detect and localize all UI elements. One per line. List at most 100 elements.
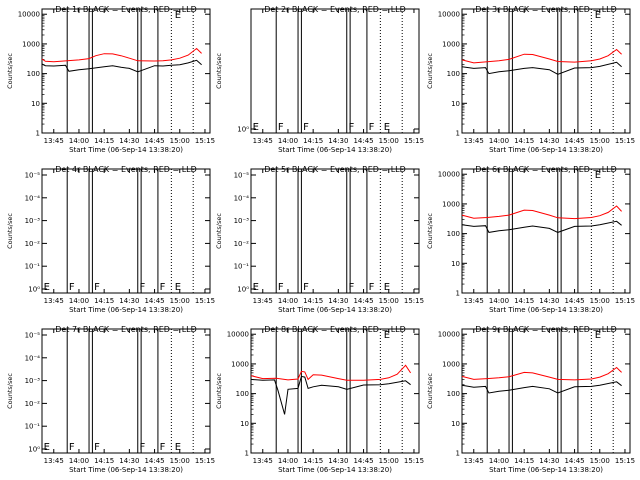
- y-tick-label: 10: [451, 420, 460, 428]
- flag-marker: E: [44, 282, 50, 293]
- x-tick-label: 15:15: [615, 137, 635, 145]
- x-tick-label: 15:15: [404, 457, 424, 465]
- flag-marker: F: [369, 282, 375, 293]
- flag-marker: F: [348, 282, 354, 293]
- y-axis-label: Counts/sec: [6, 373, 14, 409]
- detector-panel-7: Det 7r BLACK = Events, RED = LLD 13:45 14:…: [6, 325, 215, 474]
- panel-title: Det 1r BLACK = Events, RED = LLD: [55, 5, 197, 14]
- y-tick-label: 10⁻²: [25, 400, 41, 408]
- y-tick-label: 100: [447, 230, 460, 238]
- x-axis-label: Start Time (06-Sep-14 13:38:20): [489, 466, 603, 474]
- plot-frame: [41, 328, 211, 454]
- y-tick-label: 10⁻²: [25, 240, 41, 248]
- y-tick-label: 10⁰: [28, 286, 40, 294]
- lld-series-line: [461, 366, 622, 381]
- lld-series-line: [461, 205, 622, 220]
- flag-marker: E: [384, 330, 390, 341]
- x-tick-label: 13:45: [44, 457, 64, 465]
- y-tick-label: 1: [456, 130, 460, 138]
- x-tick-label: 15:00: [170, 137, 190, 145]
- x-tick-label: 15:15: [404, 297, 424, 305]
- detector-panel-4: Det 4r BLACK = Events, RED = LLD 13:45 14:…: [6, 165, 215, 314]
- flag-marker: F: [303, 122, 309, 133]
- y-axis-label: Counts/sec: [6, 53, 14, 89]
- y-axis-label: Counts/sec: [426, 373, 434, 409]
- x-tick-label: 15:00: [590, 297, 610, 305]
- x-tick-label: 13:45: [464, 457, 484, 465]
- y-tick-label: 1: [456, 290, 460, 298]
- x-tick-label: 14:00: [278, 457, 298, 465]
- flag-marker: E: [384, 122, 390, 133]
- x-tick-label: 13:45: [464, 137, 484, 145]
- plot-frame: [250, 168, 420, 294]
- x-tick-label: 14:00: [278, 137, 298, 145]
- plot-frame: [250, 8, 420, 134]
- x-tick-label: 14:30: [539, 297, 559, 305]
- y-tick-label: 10⁻⁵: [25, 332, 41, 340]
- x-tick-label: 15:15: [195, 457, 215, 465]
- x-tick-label: 14:30: [328, 137, 348, 145]
- flag-marker: F: [160, 442, 166, 453]
- flag-marker: E: [253, 122, 259, 133]
- x-tick-label: 14:45: [353, 297, 373, 305]
- y-tick-label: 1000: [442, 200, 460, 208]
- x-tick-label: 14:45: [353, 137, 373, 145]
- y-tick-label: 100: [447, 70, 460, 78]
- x-axis-label: Start Time (06-Sep-14 13:38:20): [69, 146, 183, 154]
- x-tick-label: 15:00: [379, 457, 399, 465]
- events-series-line: [461, 381, 622, 394]
- x-axis-label: Start Time (06-Sep-14 13:38:20): [278, 306, 392, 314]
- y-tick-label: 10⁻⁵: [25, 172, 41, 180]
- flag-marker: F: [139, 282, 145, 293]
- x-tick-label: 14:30: [119, 457, 139, 465]
- y-tick-label: 10: [451, 100, 460, 108]
- y-tick-label: 1000: [231, 360, 249, 368]
- y-tick-label: 10000: [438, 331, 460, 339]
- flag-marker: E: [44, 442, 50, 453]
- plot-frame: [461, 168, 631, 294]
- y-tick-label: 10: [31, 100, 40, 108]
- x-tick-label: 14:00: [69, 457, 89, 465]
- flag-marker: E: [595, 330, 601, 341]
- x-tick-label: 15:15: [404, 137, 424, 145]
- events-series-line: [461, 220, 622, 233]
- flag-marker: F: [139, 442, 145, 453]
- x-tick-label: 14:45: [144, 457, 164, 465]
- flag-marker: E: [595, 10, 601, 21]
- y-axis-label: Counts/sec: [215, 53, 223, 89]
- x-tick-label: 14:15: [303, 457, 323, 465]
- x-tick-label: 14:30: [328, 297, 348, 305]
- x-tick-label: 14:00: [489, 137, 509, 145]
- x-tick-label: 14:15: [94, 457, 114, 465]
- panel-title: Det 5r BLACK = Events, RED = LLD: [264, 165, 406, 174]
- events-series-line: [41, 59, 202, 73]
- flag-marker: F: [278, 282, 284, 293]
- x-tick-label: 14:00: [69, 137, 89, 145]
- x-tick-label: 15:15: [615, 297, 635, 305]
- y-tick-label: 10000: [438, 171, 460, 179]
- flag-marker: F: [369, 122, 375, 133]
- x-tick-label: 14:15: [94, 137, 114, 145]
- detector-panel-3: Det 3r BLACK = Events, RED = LLD 13:45 14:…: [426, 5, 635, 154]
- y-tick-label: 1000: [22, 40, 40, 48]
- y-tick-label: 10⁰: [237, 126, 249, 134]
- x-tick-label: 14:15: [514, 457, 534, 465]
- x-axis-label: Start Time (06-Sep-14 13:38:20): [489, 306, 603, 314]
- lld-series-line: [461, 48, 622, 64]
- y-tick-label: 10⁰: [237, 286, 249, 294]
- flag-marker: F: [348, 122, 354, 133]
- x-tick-label: 13:45: [253, 457, 273, 465]
- x-tick-label: 14:15: [303, 137, 323, 145]
- x-tick-label: 14:45: [144, 297, 164, 305]
- flag-marker: E: [253, 282, 259, 293]
- x-tick-label: 13:45: [464, 297, 484, 305]
- plot-frame: [41, 8, 211, 134]
- x-tick-label: 14:15: [94, 297, 114, 305]
- x-axis-label: Start Time (06-Sep-14 13:38:20): [278, 146, 392, 154]
- panel-title: Det 2r BLACK = Events, RED = LLD: [264, 5, 406, 14]
- detector-panel-8: Det 8r BLACK = Events, RED = LLD 13:45 14:…: [215, 325, 424, 474]
- x-tick-label: 14:45: [144, 137, 164, 145]
- x-tick-label: 14:30: [119, 137, 139, 145]
- flag-marker: F: [94, 442, 100, 453]
